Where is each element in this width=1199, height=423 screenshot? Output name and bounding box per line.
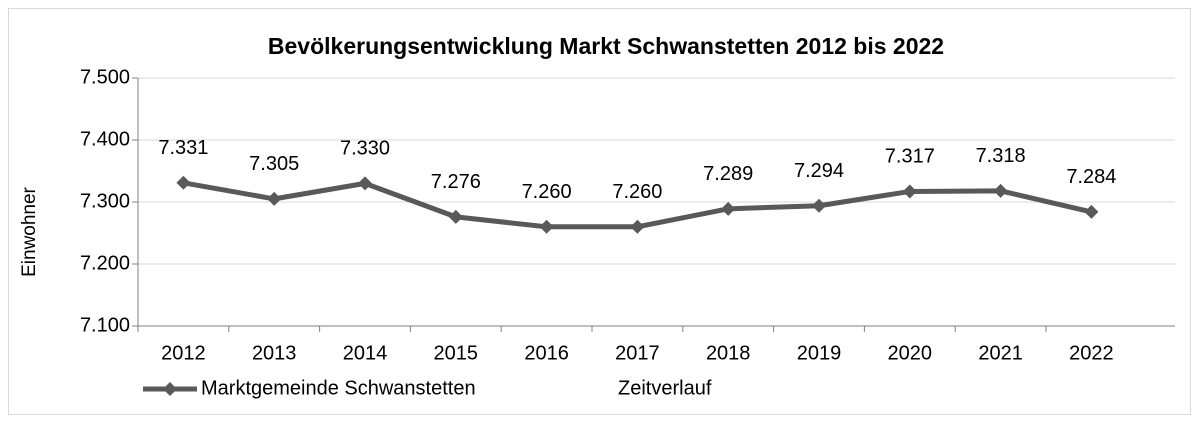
point	[993, 183, 1008, 198]
x-tick-label: 2016	[524, 342, 569, 364]
point	[358, 176, 372, 191]
y-tick-label: 7.100	[80, 314, 130, 336]
legend-label: Zeitverlauf	[618, 377, 712, 399]
point	[902, 184, 917, 199]
data-label: 7.276	[431, 171, 481, 193]
x-tick-label: 2021	[978, 342, 1023, 364]
y-tick-label: 7.200	[80, 252, 130, 274]
x-tick-label: 2022	[1069, 342, 1114, 364]
x-tick-label: 2012	[161, 342, 206, 364]
data-label: 7.305	[249, 153, 299, 175]
chart-title: Bevölkerungsentwicklung Markt Schwanstet…	[268, 33, 944, 59]
data-label: 7.330	[340, 138, 390, 160]
point	[630, 219, 645, 234]
data-label: 7.294	[794, 160, 844, 182]
x-tick-label: 2015	[434, 342, 479, 364]
point	[176, 175, 191, 190]
data-label: 7.260	[612, 181, 662, 203]
x-tick-label: 2018	[706, 342, 751, 364]
point	[1084, 204, 1099, 219]
x-tick-label: 2014	[343, 342, 388, 364]
data-label: 7.284	[1066, 166, 1116, 188]
data-label: 7.318	[976, 145, 1026, 167]
point	[539, 219, 554, 234]
x-tick-label: 2013	[252, 342, 297, 364]
y-axis-label: Einwohner	[19, 186, 40, 276]
x-tick-label: 2019	[797, 342, 842, 364]
x-tick-label: 2017	[615, 342, 660, 364]
data-label: 7.331	[158, 137, 208, 159]
point	[812, 198, 826, 213]
point	[448, 209, 463, 224]
point	[721, 201, 736, 216]
legend-marker	[580, 382, 594, 396]
y-tick-label: 7.300	[80, 190, 130, 212]
data-label: 7.317	[885, 146, 935, 168]
y-tick-label: 7.400	[80, 128, 130, 150]
data-label: 7.289	[703, 163, 753, 185]
chart-border	[8, 8, 1191, 415]
y-tick-label: 7.500	[80, 66, 130, 88]
legend-marker	[163, 382, 177, 396]
point	[267, 191, 282, 206]
legend-label: Marktgemeinde Schwanstetten	[201, 377, 476, 399]
data-label: 7.260	[522, 181, 572, 203]
x-tick-label: 2020	[888, 342, 933, 364]
